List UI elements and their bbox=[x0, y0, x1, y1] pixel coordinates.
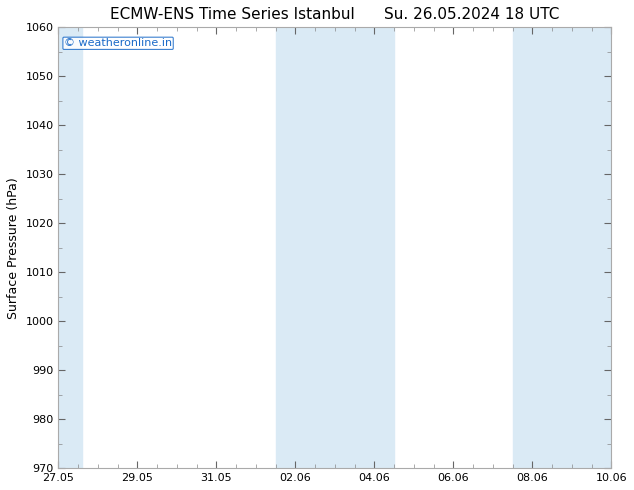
Bar bbox=[572, 27, 613, 468]
Bar bbox=[335, 27, 394, 468]
Title: ECMW-ENS Time Series Istanbul      Su. 26.05.2024 18 UTC: ECMW-ENS Time Series Istanbul Su. 26.05.… bbox=[110, 7, 560, 22]
Bar bbox=[56, 27, 82, 468]
Bar bbox=[512, 27, 572, 468]
Bar bbox=[276, 27, 335, 468]
Y-axis label: Surface Pressure (hPa): Surface Pressure (hPa) bbox=[7, 177, 20, 318]
Text: © weatheronline.in: © weatheronline.in bbox=[64, 38, 172, 49]
